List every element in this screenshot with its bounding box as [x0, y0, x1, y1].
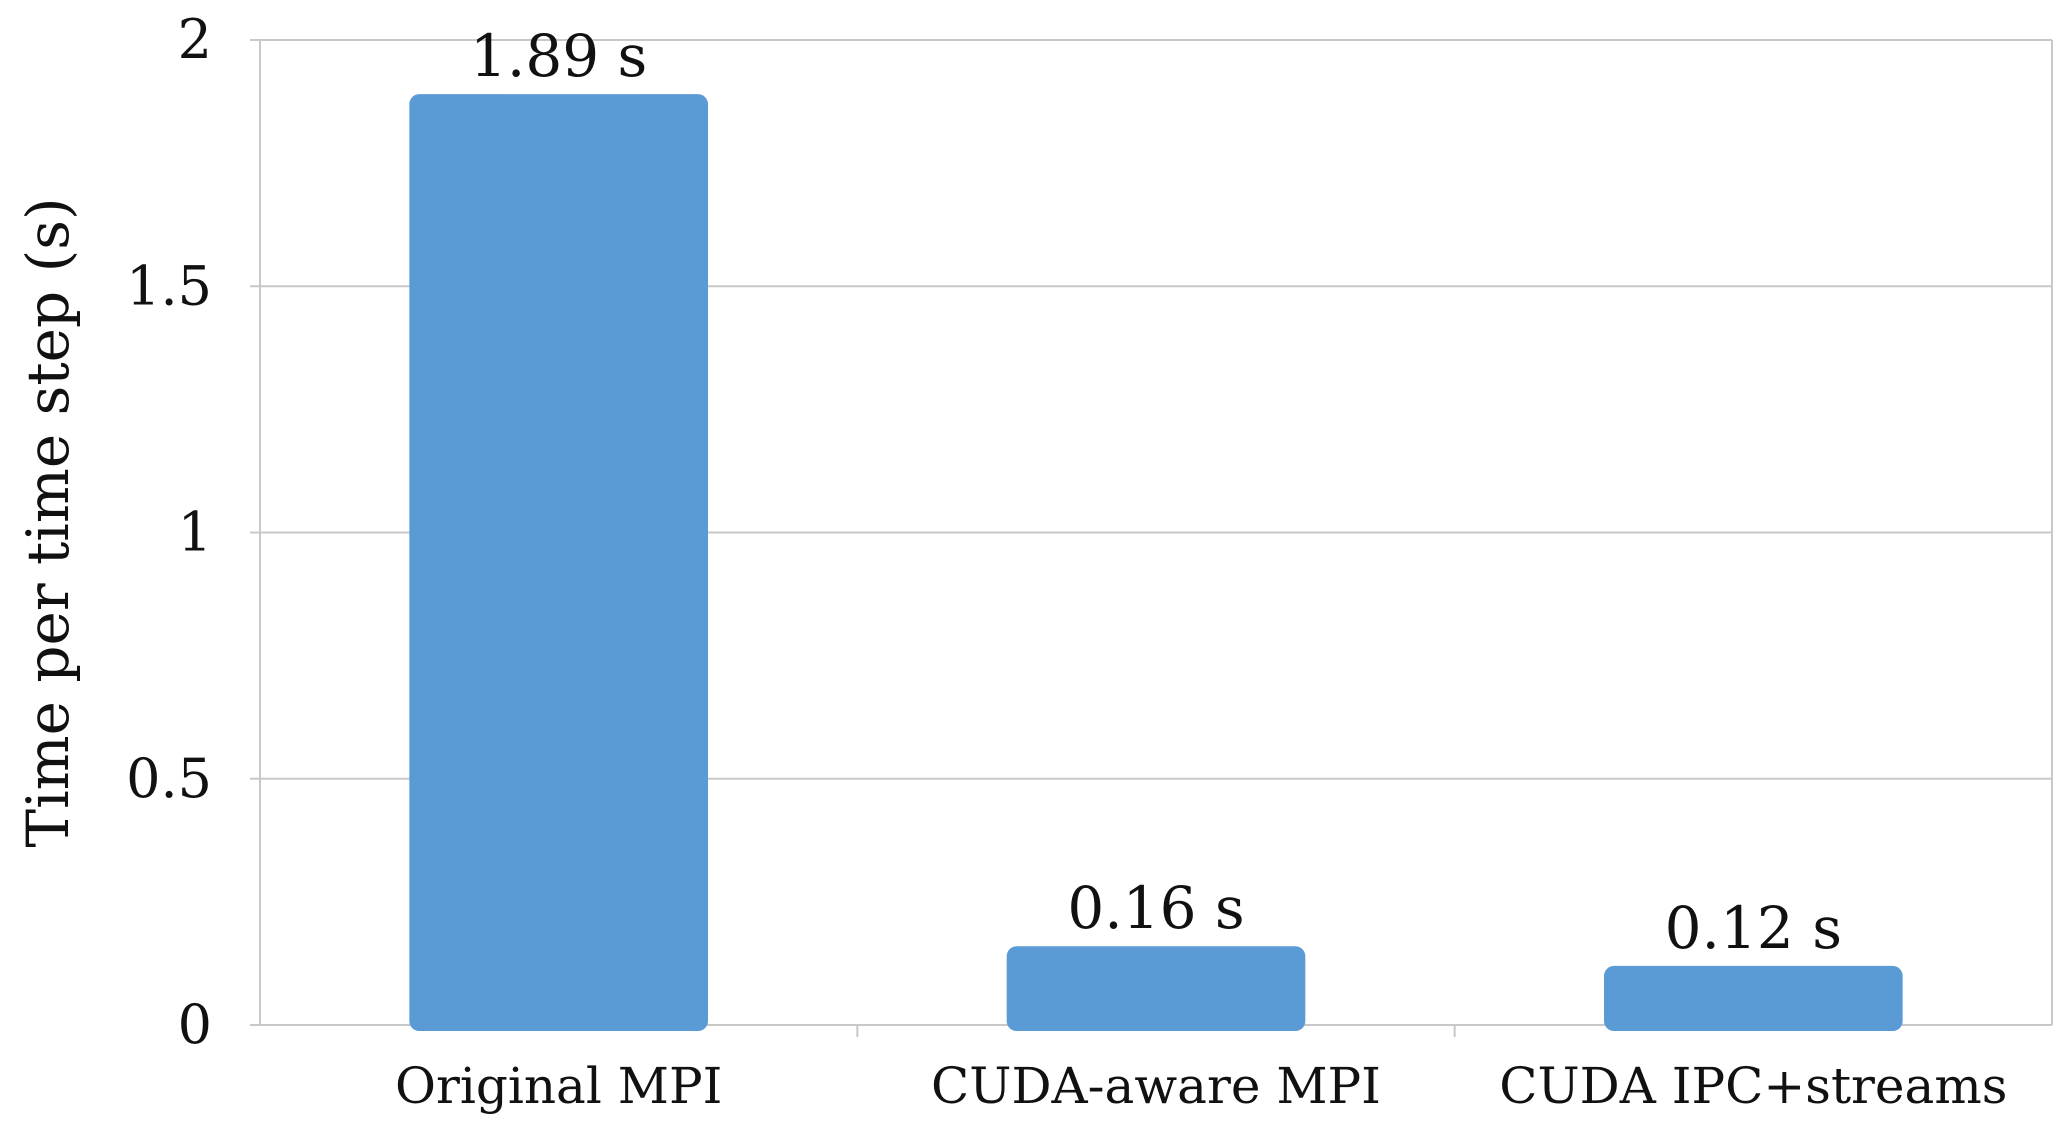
y-tick-label: 2 — [178, 8, 212, 71]
x-category-labels: Original MPI CUDA-aware MPI CUDA IPC+strea… — [395, 1057, 2007, 1115]
bar-data-label: 1.89 s — [470, 22, 647, 90]
x-category-label: CUDA-aware MPI — [931, 1057, 1381, 1115]
y-tick-label: 0 — [178, 993, 212, 1056]
data-labels: 1.89 s 0.16 s 0.12 s — [470, 22, 1842, 962]
bars — [409, 94, 1903, 1032]
y-tick-label: 1.5 — [126, 254, 212, 317]
x-category-label: CUDA IPC+streams — [1499, 1057, 2007, 1115]
y-tick-labels: 0 0.5 1 1.5 2 — [126, 8, 212, 1056]
bar — [1006, 946, 1306, 1031]
bar-data-label: 0.12 s — [1665, 894, 1842, 962]
y-axis-title: Time per time step (s) — [14, 197, 82, 847]
y-tick-label: 1 — [178, 501, 212, 564]
x-category-label: Original MPI — [395, 1057, 722, 1115]
bar-data-label: 0.16 s — [1067, 874, 1244, 942]
y-tick-label: 0.5 — [126, 747, 212, 810]
bar — [1604, 965, 1903, 1031]
bar — [409, 94, 708, 1032]
